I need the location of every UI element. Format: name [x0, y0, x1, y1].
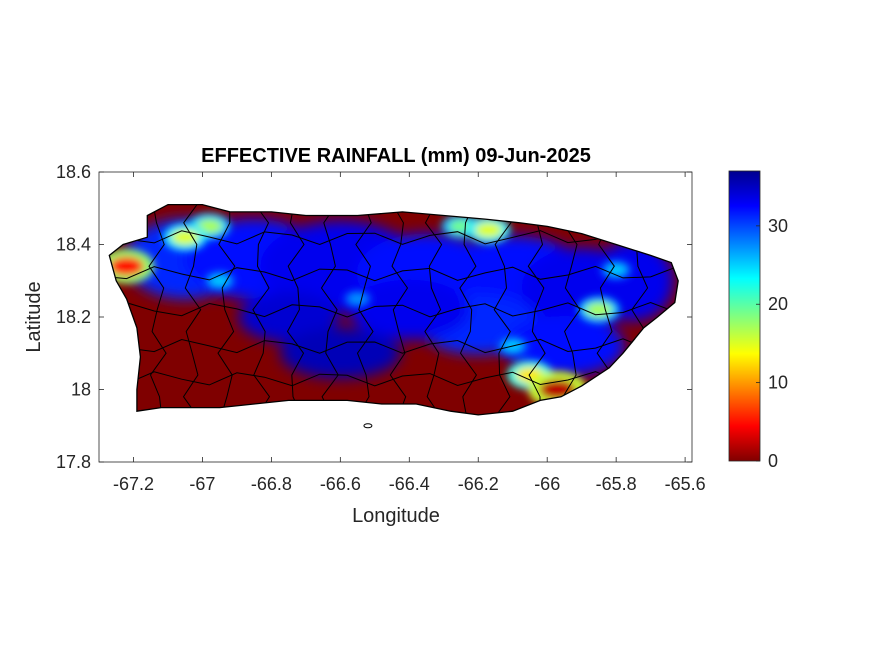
y-tick-label: 18: [71, 380, 91, 400]
x-tick-label: -66.8: [251, 474, 292, 494]
x-axis-label: Longitude: [352, 505, 440, 527]
boundary-line: [459, 204, 478, 415]
chart-title: EFFECTIVE RAINFALL (mm) 09-Jun-2025: [201, 145, 591, 167]
boundary-line: [355, 204, 374, 415]
hotspot: [474, 222, 503, 238]
rain-hotspots: [109, 213, 633, 408]
colorbar-tick-label: 0: [768, 451, 778, 471]
island-outline: [108, 203, 679, 416]
colorbar-tick-label: 20: [768, 294, 788, 314]
rainfall-map: [108, 203, 679, 429]
x-tick-label: -66.4: [389, 474, 430, 494]
x-tick-label: -67: [189, 474, 215, 494]
y-tick-label: 18.6: [56, 162, 91, 182]
x-tick-label: -66.2: [458, 474, 499, 494]
y-tick-label: 18.4: [56, 235, 91, 255]
boundary-line: [252, 204, 271, 415]
boundary-line: [389, 204, 409, 415]
colorbar-tick-label: 30: [768, 216, 788, 236]
colorbar: [728, 170, 761, 462]
boundary-line: [320, 204, 340, 415]
colorbar-tick-label: 10: [768, 373, 788, 393]
y-tick-label: 17.8: [56, 452, 91, 472]
hotspot: [348, 293, 368, 305]
boundary-line: [493, 204, 512, 415]
boundary-line: [109, 338, 679, 354]
y-tick-label: 18.2: [56, 307, 91, 327]
x-tick-label: -66: [534, 474, 560, 494]
boundary-line: [527, 204, 546, 415]
x-tick-label: -67.2: [113, 474, 154, 494]
boundary-line: [109, 370, 679, 387]
boundary-line: [217, 204, 236, 415]
rain-cell: [280, 328, 401, 379]
boundary-line: [109, 229, 679, 246]
boundary-line: [562, 204, 581, 415]
boundary-line: [148, 204, 167, 415]
boundary-line: [182, 204, 202, 415]
x-tick-label: -65.6: [665, 474, 706, 494]
boundary-line: [109, 265, 679, 282]
axes: -67.2 -67 -66.8 -66.6 -66.4 -66.2 -66 -65.8 -65.…: [56, 162, 706, 494]
x-tick-label: -66.6: [320, 474, 361, 494]
hotspot: [109, 256, 144, 276]
islet: [363, 423, 373, 429]
y-axis-label: Latitude: [23, 281, 45, 352]
rain-cell: [349, 279, 470, 340]
municipality-boundaries: [109, 204, 679, 415]
boundary-line: [424, 204, 443, 415]
colorbar-ticks: 0 10 20 30: [756, 216, 788, 471]
x-tick-label: -65.8: [596, 474, 637, 494]
boundary-line: [109, 301, 679, 318]
